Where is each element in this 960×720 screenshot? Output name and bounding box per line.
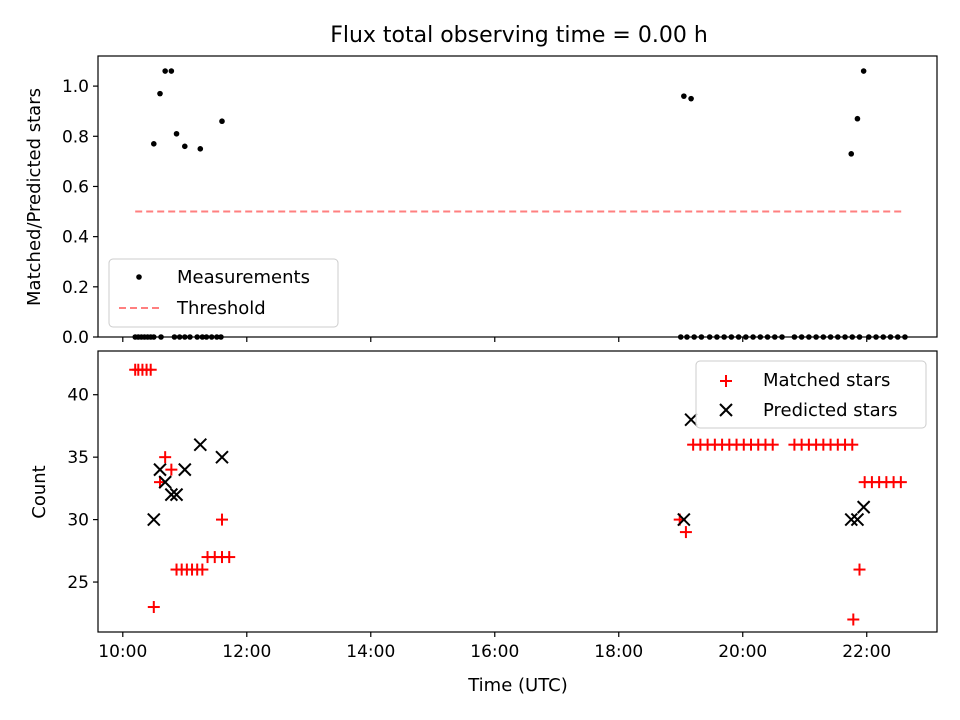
top-ytick-label: 0.0 bbox=[62, 328, 89, 348]
predicted-star-point bbox=[178, 462, 192, 477]
bottom-ytick-label: 30 bbox=[67, 511, 89, 531]
top-ytick-label: 1.0 bbox=[62, 77, 89, 97]
measurement-point bbox=[150, 141, 157, 147]
predicted-star-point bbox=[856, 500, 871, 514]
predicted-star-point bbox=[850, 512, 865, 527]
measurement-point bbox=[854, 115, 861, 122]
measurement-point bbox=[181, 143, 188, 150]
predicted-star-point bbox=[193, 437, 207, 452]
bottom-xtick-label: 16:00 bbox=[470, 642, 519, 662]
measurement-point bbox=[848, 151, 855, 157]
predicted-star-point bbox=[164, 487, 179, 502]
predicted-star-point bbox=[153, 462, 167, 477]
bottom-ytick-label: 35 bbox=[67, 448, 89, 468]
legend-threshold-label: Threshold bbox=[176, 298, 266, 319]
legend-measurements-label: Measurements bbox=[177, 267, 310, 288]
measurement-point bbox=[157, 90, 163, 97]
predicted-star-point bbox=[169, 487, 184, 502]
bottom-xtick-label: 20:00 bbox=[718, 642, 767, 662]
top-ylabel: Matched/Predicted stars bbox=[24, 88, 45, 306]
bottom-legend-box bbox=[695, 360, 927, 429]
measurement-point bbox=[173, 130, 180, 137]
predicted-star-point bbox=[677, 512, 691, 527]
legend-measurements-marker bbox=[136, 274, 142, 280]
matched-star-point bbox=[165, 463, 178, 476]
bottom-xtick-label: 22:00 bbox=[842, 642, 891, 662]
top-ytick-label: 0.6 bbox=[62, 177, 89, 197]
bottom-xtick-label: 12:00 bbox=[222, 642, 271, 662]
top-axes: Matched/Predicted stars 0.0 0.2 0.4 0.6 0.8 1… bbox=[24, 55, 938, 348]
bottom-xlabel: Time (UTC) bbox=[467, 675, 568, 696]
matched-star-point bbox=[223, 551, 236, 564]
bottom-series bbox=[129, 363, 907, 626]
measurement-point bbox=[860, 68, 867, 74]
figure-title: Flux total observing time = 0.00 h bbox=[330, 23, 708, 48]
measurement-point bbox=[162, 68, 168, 74]
matched-star-point bbox=[853, 563, 866, 576]
matched-star-point bbox=[847, 613, 860, 626]
top-legend-box bbox=[108, 258, 339, 328]
bottom-xtick-label: 18:00 bbox=[594, 642, 643, 662]
legend-predicted-marker bbox=[719, 403, 733, 417]
bottom-ytick-label: 25 bbox=[67, 573, 89, 593]
matched-star-point bbox=[766, 438, 779, 451]
matched-star-point bbox=[846, 438, 859, 451]
bottom-axes-frame bbox=[97, 350, 938, 633]
matched-star-point bbox=[679, 526, 692, 539]
matched-star-point bbox=[215, 513, 228, 526]
top-yticks: 0.0 0.2 0.4 0.6 0.8 1.0 bbox=[62, 77, 98, 348]
legend-predicted-label: Predicted stars bbox=[763, 400, 897, 421]
measurement-point bbox=[197, 146, 204, 152]
predicted-star-point bbox=[158, 475, 172, 489]
matched-star-point bbox=[144, 363, 157, 376]
matched-star-point bbox=[894, 476, 907, 489]
bottom-yticks: 25 30 35 40 bbox=[67, 386, 98, 593]
top-axes-frame bbox=[97, 55, 938, 338]
bottom-legend: Matched stars Predicted stars bbox=[695, 360, 927, 429]
bottom-ylabel: Count bbox=[29, 465, 50, 518]
legend-matched-marker bbox=[720, 375, 732, 387]
measurement-point bbox=[219, 118, 225, 125]
matched-star-point bbox=[147, 601, 160, 614]
matched-star-point bbox=[159, 451, 172, 464]
top-ytick-label: 0.8 bbox=[62, 127, 89, 147]
top-ytick-label: 0.2 bbox=[62, 278, 89, 298]
predicted-star-point bbox=[147, 512, 161, 527]
bottom-xtick-label: 10:00 bbox=[98, 642, 147, 662]
measurement-point bbox=[681, 93, 687, 99]
predicted-star-point bbox=[215, 450, 229, 464]
predicted-star-point bbox=[684, 412, 698, 427]
bottom-xtick-label: 14:00 bbox=[346, 642, 395, 662]
top-ytick-label: 0.4 bbox=[62, 228, 89, 248]
bottom-xticks: 10:00 12:00 14:00 16:00 18:00 20:00 22:00 bbox=[98, 632, 891, 662]
top-legend: Measurements Threshold bbox=[108, 258, 339, 328]
matched-star-point bbox=[196, 563, 209, 576]
measurement-point bbox=[168, 68, 175, 74]
predicted-star-point bbox=[844, 512, 858, 527]
top-xticks bbox=[122, 337, 868, 342]
measurement-point bbox=[688, 95, 694, 102]
legend-matched-label: Matched stars bbox=[763, 370, 890, 391]
bottom-axes: Count Time (UTC) 25 30 35 40 10:00 12:00 14:0… bbox=[29, 350, 938, 696]
bottom-ytick-label: 40 bbox=[67, 386, 89, 406]
